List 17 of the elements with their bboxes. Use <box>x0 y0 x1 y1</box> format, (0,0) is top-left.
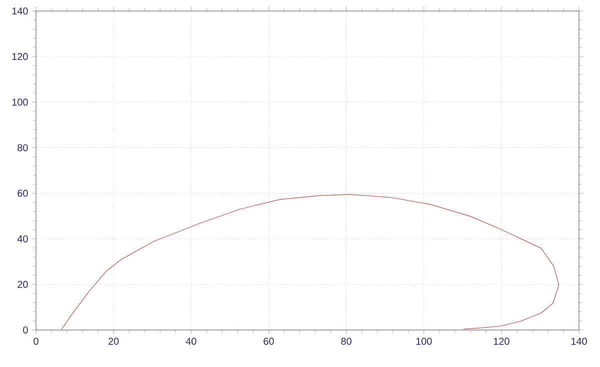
x-tick-label: 0 <box>34 338 38 345</box>
line-series <box>60 194 560 330</box>
y-tick-label: 100 <box>12 98 28 106</box>
x-tick-label: 120 <box>494 338 510 345</box>
y-tick-label: 140 <box>12 7 28 15</box>
y-tick-label: 20 <box>18 280 28 288</box>
y-tick-label: 120 <box>12 53 28 60</box>
y-tick-label: 80 <box>18 144 28 152</box>
y-tick-label: 60 <box>18 190 28 197</box>
x-tick-label: 80 <box>341 338 352 345</box>
x-tick-label: 40 <box>186 338 196 345</box>
x-tick-label: 100 <box>416 338 432 345</box>
x-tick-label: 20 <box>108 338 119 345</box>
y-tick-label: 40 <box>17 235 28 242</box>
y-tick-label: 0 <box>23 326 28 334</box>
x-tick-label: 140 <box>571 338 587 345</box>
x-tick-label: 60 <box>264 338 274 345</box>
